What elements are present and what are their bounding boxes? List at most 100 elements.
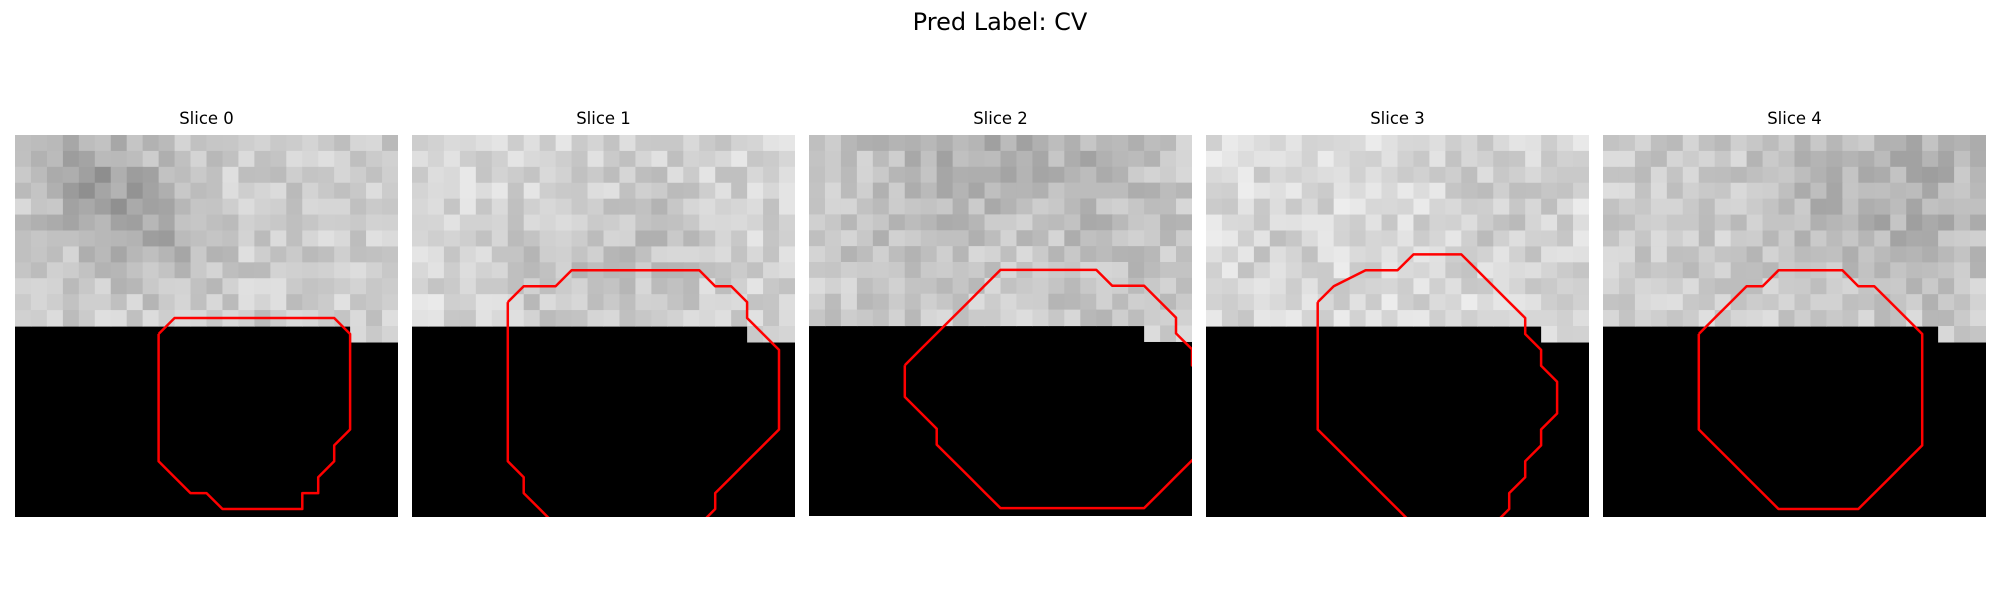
pixel-cell	[731, 135, 748, 152]
pixel-cell	[936, 262, 954, 279]
pixel-cell	[1317, 294, 1335, 311]
pixel-cell	[1301, 230, 1319, 248]
pixel-cell	[888, 198, 906, 215]
pixel-cell	[904, 198, 922, 215]
pixel-cell	[1541, 262, 1558, 279]
pixel-cell	[302, 198, 319, 216]
pixel-cell	[651, 150, 668, 168]
pixel-cell	[731, 262, 748, 279]
pixel-cell	[302, 246, 319, 263]
pixel-cell	[1874, 230, 1891, 248]
pixel-cell	[1128, 262, 1145, 279]
pixel-cell	[1810, 230, 1828, 248]
pixel-cell	[731, 246, 748, 263]
pixel-cell	[238, 262, 255, 279]
pixel-cell	[158, 262, 176, 279]
pixel-cell	[968, 293, 986, 311]
pixel-cell	[1906, 135, 1923, 152]
pixel-cell	[158, 278, 176, 295]
pixel-cell	[1603, 278, 1620, 295]
pixel-cell	[747, 294, 764, 311]
pixel-cell	[888, 182, 906, 200]
pixel-cell	[1032, 277, 1049, 295]
pixel-cell	[206, 166, 224, 184]
pixel-cell	[1365, 135, 1383, 152]
pixel-cell	[1890, 246, 1907, 263]
pixel-cell	[1698, 214, 1716, 232]
pixel-cell	[110, 262, 128, 279]
pixel-cell	[856, 293, 874, 311]
pixel-cell	[1954, 326, 1971, 343]
pixel-cell	[824, 293, 842, 311]
pixel-cell	[824, 230, 842, 247]
pixel-cell	[382, 326, 398, 343]
pixel-cell	[1954, 246, 1971, 263]
pixel-cell	[1176, 182, 1192, 200]
pixel-cell	[46, 262, 64, 279]
pixel-cell	[1509, 150, 1526, 168]
pixel-cell	[1874, 198, 1891, 216]
pixel-cell	[46, 150, 64, 168]
pixel-cell	[968, 230, 986, 247]
pixel-cell	[62, 182, 80, 200]
pixel-cell	[635, 198, 652, 216]
pixel-cell	[1413, 262, 1431, 279]
pixel-cell	[840, 150, 858, 168]
pixel-cell	[126, 278, 144, 295]
pixel-cell	[1746, 150, 1764, 168]
pixel-cell	[174, 262, 192, 279]
pixel-cell	[936, 182, 954, 200]
pixel-cell	[1762, 230, 1780, 248]
pixel-cell	[1573, 182, 1589, 200]
pixel-cell	[809, 309, 826, 327]
pixel-cell	[443, 310, 461, 327]
pixel-cell	[1650, 198, 1668, 216]
pixel-cell	[1080, 150, 1097, 168]
pixel-cell	[1682, 166, 1700, 184]
pixel-cell	[30, 230, 48, 248]
pixel-cell	[1634, 246, 1652, 263]
pixel-cell	[1746, 262, 1764, 279]
pixel-cell	[46, 214, 64, 232]
pixel-cell	[904, 230, 922, 247]
pixel-cell	[1826, 294, 1843, 311]
pixel-cell	[412, 230, 429, 248]
pixel-cell	[302, 214, 319, 232]
pixel-cell	[1144, 198, 1161, 215]
pixel-cell	[350, 166, 367, 184]
pixel-cell	[1285, 310, 1303, 327]
pixel-cell	[427, 214, 445, 232]
pixel-cell	[1557, 262, 1574, 279]
pixel-cell	[30, 150, 48, 168]
pixel-cell	[1746, 198, 1764, 216]
pixel-cell	[318, 214, 335, 232]
pixel-cell	[683, 166, 700, 184]
segmentation-contour	[157, 316, 352, 511]
pixel-cell	[619, 230, 637, 248]
pixel-cell	[1650, 166, 1668, 184]
pixel-cell	[1112, 246, 1129, 263]
pixel-cell	[1618, 230, 1636, 248]
pixel-cell	[840, 166, 858, 184]
pixel-cell	[1525, 310, 1542, 327]
pixel-cell	[1253, 214, 1271, 232]
pixel-cell	[1176, 214, 1192, 231]
pixel-cell	[936, 198, 954, 215]
pixel-cell	[1603, 294, 1620, 311]
pixel-cell	[1349, 310, 1367, 327]
pixel-cell	[110, 182, 128, 200]
pixel-cell	[1160, 135, 1177, 152]
pixel-cell	[1413, 278, 1431, 295]
pixel-cell	[1842, 246, 1859, 263]
image-texture	[809, 135, 1192, 342]
pixel-cell	[1032, 198, 1049, 215]
pixel-cell	[1349, 294, 1367, 311]
pixel-cell	[1206, 150, 1223, 168]
pixel-cell	[1493, 230, 1510, 248]
pixel-cell	[1557, 310, 1574, 327]
pixel-cell	[1730, 294, 1748, 311]
pixel-cell	[683, 214, 700, 232]
pixel-cell	[475, 182, 493, 200]
pixel-cell	[1096, 135, 1113, 152]
pixel-cell	[302, 150, 319, 168]
